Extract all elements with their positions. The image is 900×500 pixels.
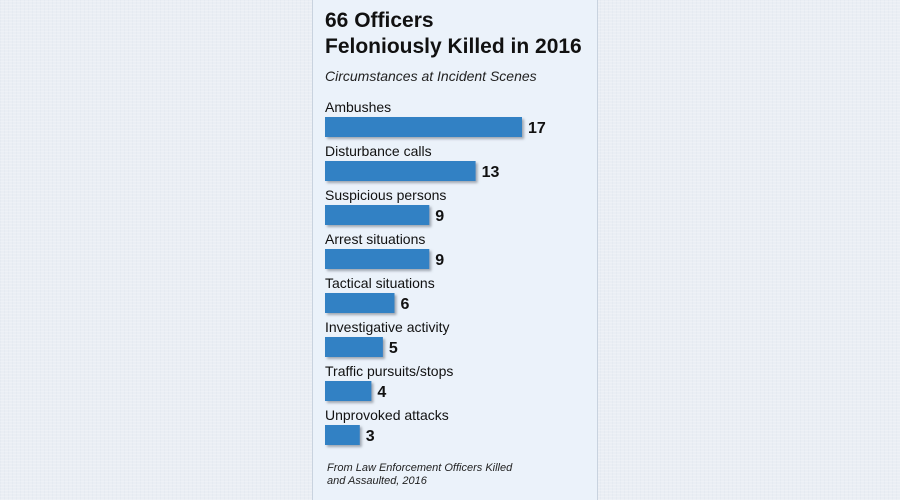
chart-title-line-2: Feloniously Killed in 2016 xyxy=(325,35,582,58)
value-label: 9 xyxy=(435,208,444,225)
chart-title: 66 Officers Feloniously Killed in 2016 xyxy=(325,8,582,60)
value-label: 4 xyxy=(377,384,386,401)
bar xyxy=(325,381,372,401)
category-label: Ambushes xyxy=(325,99,391,115)
category-label: Tactical situations xyxy=(325,275,435,291)
category-label: Disturbance calls xyxy=(325,143,432,159)
source-note-line-1: From Law Enforcement Officers Killed xyxy=(327,462,513,474)
category-label: Arrest situations xyxy=(325,231,425,247)
value-label: 5 xyxy=(389,340,398,357)
bar xyxy=(325,249,430,269)
bar xyxy=(325,337,383,357)
value-label: 3 xyxy=(366,428,375,445)
value-label: 6 xyxy=(401,296,410,313)
bar xyxy=(325,425,360,445)
value-label: 9 xyxy=(435,252,444,269)
source-note-line-2: and Assaulted, 2016 xyxy=(327,475,427,487)
category-label: Suspicious persons xyxy=(325,187,446,203)
chart-title-line-1: 66 Officers xyxy=(325,9,434,32)
category-label: Unprovoked attacks xyxy=(325,407,449,423)
category-label: Investigative activity xyxy=(325,319,450,335)
bar xyxy=(325,205,430,225)
bar-group: Ambushes 17 Disturbance calls 13 Suspicious … xyxy=(325,99,546,445)
value-label: 17 xyxy=(528,120,546,137)
bar xyxy=(325,117,522,137)
chart-subtitle: Circumstances at Incident Scenes xyxy=(325,68,537,84)
source-note: From Law Enforcement Officers Killed and… xyxy=(327,462,512,488)
bar xyxy=(325,293,395,313)
bar xyxy=(325,161,476,181)
category-label: Traffic pursuits/stops xyxy=(325,363,453,379)
value-label: 13 xyxy=(482,164,500,181)
